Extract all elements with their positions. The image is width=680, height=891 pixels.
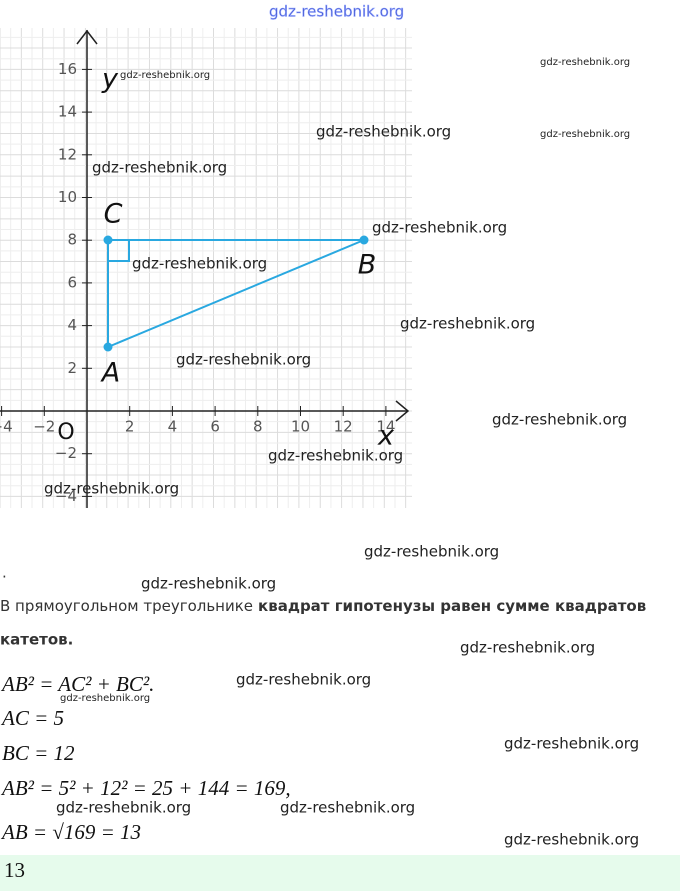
watermark: gdz-reshebnik.org bbox=[504, 735, 639, 753]
watermark: gdz-reshebnik.org bbox=[236, 671, 371, 689]
x-tick-label: −4 bbox=[0, 418, 13, 436]
y-tick-label: 8 bbox=[67, 231, 77, 249]
x-tick-label: 4 bbox=[168, 418, 178, 436]
y-tick-label: 14 bbox=[58, 103, 77, 121]
watermark: gdz-reshebnik.org bbox=[504, 831, 639, 849]
point-label: C bbox=[104, 199, 123, 230]
paragraph-plain: В прямоугольном треугольнике bbox=[0, 597, 253, 615]
watermark: gdz-reshebnik.org bbox=[372, 219, 507, 237]
x-tick-label: 6 bbox=[210, 418, 220, 436]
answer: 13 bbox=[4, 858, 25, 882]
x-tick-label: 12 bbox=[334, 418, 353, 436]
formula: AB² = AC² + BC². bbox=[0, 672, 154, 696]
watermark: gdz-reshebnik.org bbox=[400, 315, 535, 333]
formula: AC = 5 bbox=[0, 706, 64, 730]
watermark: gdz-reshebnik.org bbox=[132, 255, 267, 273]
y-tick-label: −4 bbox=[55, 487, 77, 505]
watermark: gdz-reshebnik.org bbox=[120, 70, 210, 81]
y-tick-label: 6 bbox=[67, 273, 77, 291]
x-tick-label: 10 bbox=[291, 418, 310, 436]
y-axis-label: y bbox=[101, 64, 119, 95]
watermark: gdz-reshebnik.org bbox=[56, 799, 191, 817]
watermark: gdz-reshebnik.org bbox=[60, 693, 150, 704]
watermark: gdz-reshebnik.org bbox=[364, 543, 499, 561]
triangle bbox=[107, 239, 365, 349]
watermark: gdz-reshebnik.org bbox=[44, 480, 179, 498]
watermark: gdz-reshebnik.org bbox=[269, 3, 404, 21]
y-tick-label: 10 bbox=[58, 188, 77, 206]
watermark: gdz-reshebnik.org bbox=[540, 129, 630, 140]
formula: BC = 12 bbox=[2, 741, 75, 765]
point-b bbox=[359, 235, 369, 245]
y-tick-label: 4 bbox=[67, 316, 77, 334]
watermark: gdz-reshebnik.org bbox=[540, 57, 630, 68]
answer-box bbox=[0, 855, 680, 891]
paragraph-bold-cont: катетов. bbox=[0, 631, 73, 649]
point-label: A bbox=[100, 358, 120, 389]
x-tick-label: 2 bbox=[125, 418, 135, 436]
origin-label: O bbox=[57, 420, 74, 445]
formula: AB = √169 = 13 bbox=[0, 820, 141, 844]
watermark: gdz-reshebnik.org bbox=[316, 123, 451, 141]
paragraph: В прямоугольном треугольнике квадрат гипо… bbox=[0, 597, 646, 615]
point-a bbox=[103, 342, 113, 352]
watermark: gdz-reshebnik.org bbox=[176, 351, 311, 369]
watermark: gdz-reshebnik.org bbox=[460, 639, 595, 657]
x-tick-label: 14 bbox=[376, 418, 395, 436]
paragraph-bold: квадрат гипотенузы равен сумме квадратов bbox=[258, 597, 646, 615]
y-tick-label: 16 bbox=[58, 60, 77, 78]
right-angle-mark bbox=[108, 240, 130, 262]
watermark: gdz-reshebnik.org bbox=[492, 411, 627, 429]
point-c bbox=[103, 235, 113, 245]
watermark: gdz-reshebnik.org bbox=[92, 159, 227, 177]
x-axis-label: x bbox=[377, 421, 395, 452]
x-tick-label: −2 bbox=[33, 418, 55, 436]
y-tick-label: 2 bbox=[67, 359, 77, 377]
y-tick-label: 12 bbox=[58, 145, 77, 163]
x-arrow bbox=[395, 400, 410, 422]
stray-dot: . bbox=[2, 564, 7, 582]
y-arrow bbox=[76, 29, 98, 45]
watermark: gdz-reshebnik.org bbox=[141, 575, 276, 593]
x-tick-label: 8 bbox=[253, 418, 263, 436]
point-label: B bbox=[358, 250, 377, 281]
y-tick-label: −2 bbox=[55, 444, 77, 462]
watermark: gdz-reshebnik.org bbox=[280, 799, 415, 817]
formula: AB² = 5² + 12² = 25 + 144 = 169, bbox=[0, 776, 291, 800]
watermark: gdz-reshebnik.org bbox=[268, 447, 403, 465]
